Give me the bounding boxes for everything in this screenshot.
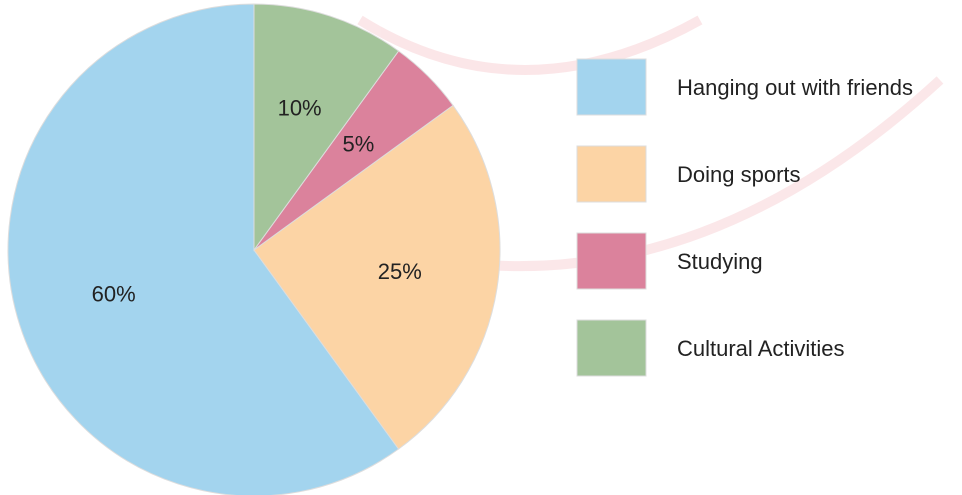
watermark-arc xyxy=(357,15,703,75)
slice-label: 25% xyxy=(378,259,422,284)
legend-label: Hanging out with friends xyxy=(677,75,913,100)
pie-slice xyxy=(253,104,501,450)
slice-label: 60% xyxy=(92,281,136,306)
watermark xyxy=(357,15,944,272)
legend-label: Studying xyxy=(677,249,763,274)
pie-slice xyxy=(253,3,400,252)
legend-swatch xyxy=(576,145,647,203)
slice-label: 10% xyxy=(278,95,322,120)
pie-slice xyxy=(7,3,400,495)
slice-label: 5% xyxy=(342,131,374,156)
watermark-arc xyxy=(439,76,944,272)
legend-swatch xyxy=(576,319,647,377)
legend-label: Cultural Activities xyxy=(677,336,845,361)
legend-swatch xyxy=(576,58,647,116)
legend-swatch xyxy=(576,232,647,290)
legend-label: Doing sports xyxy=(677,162,801,187)
